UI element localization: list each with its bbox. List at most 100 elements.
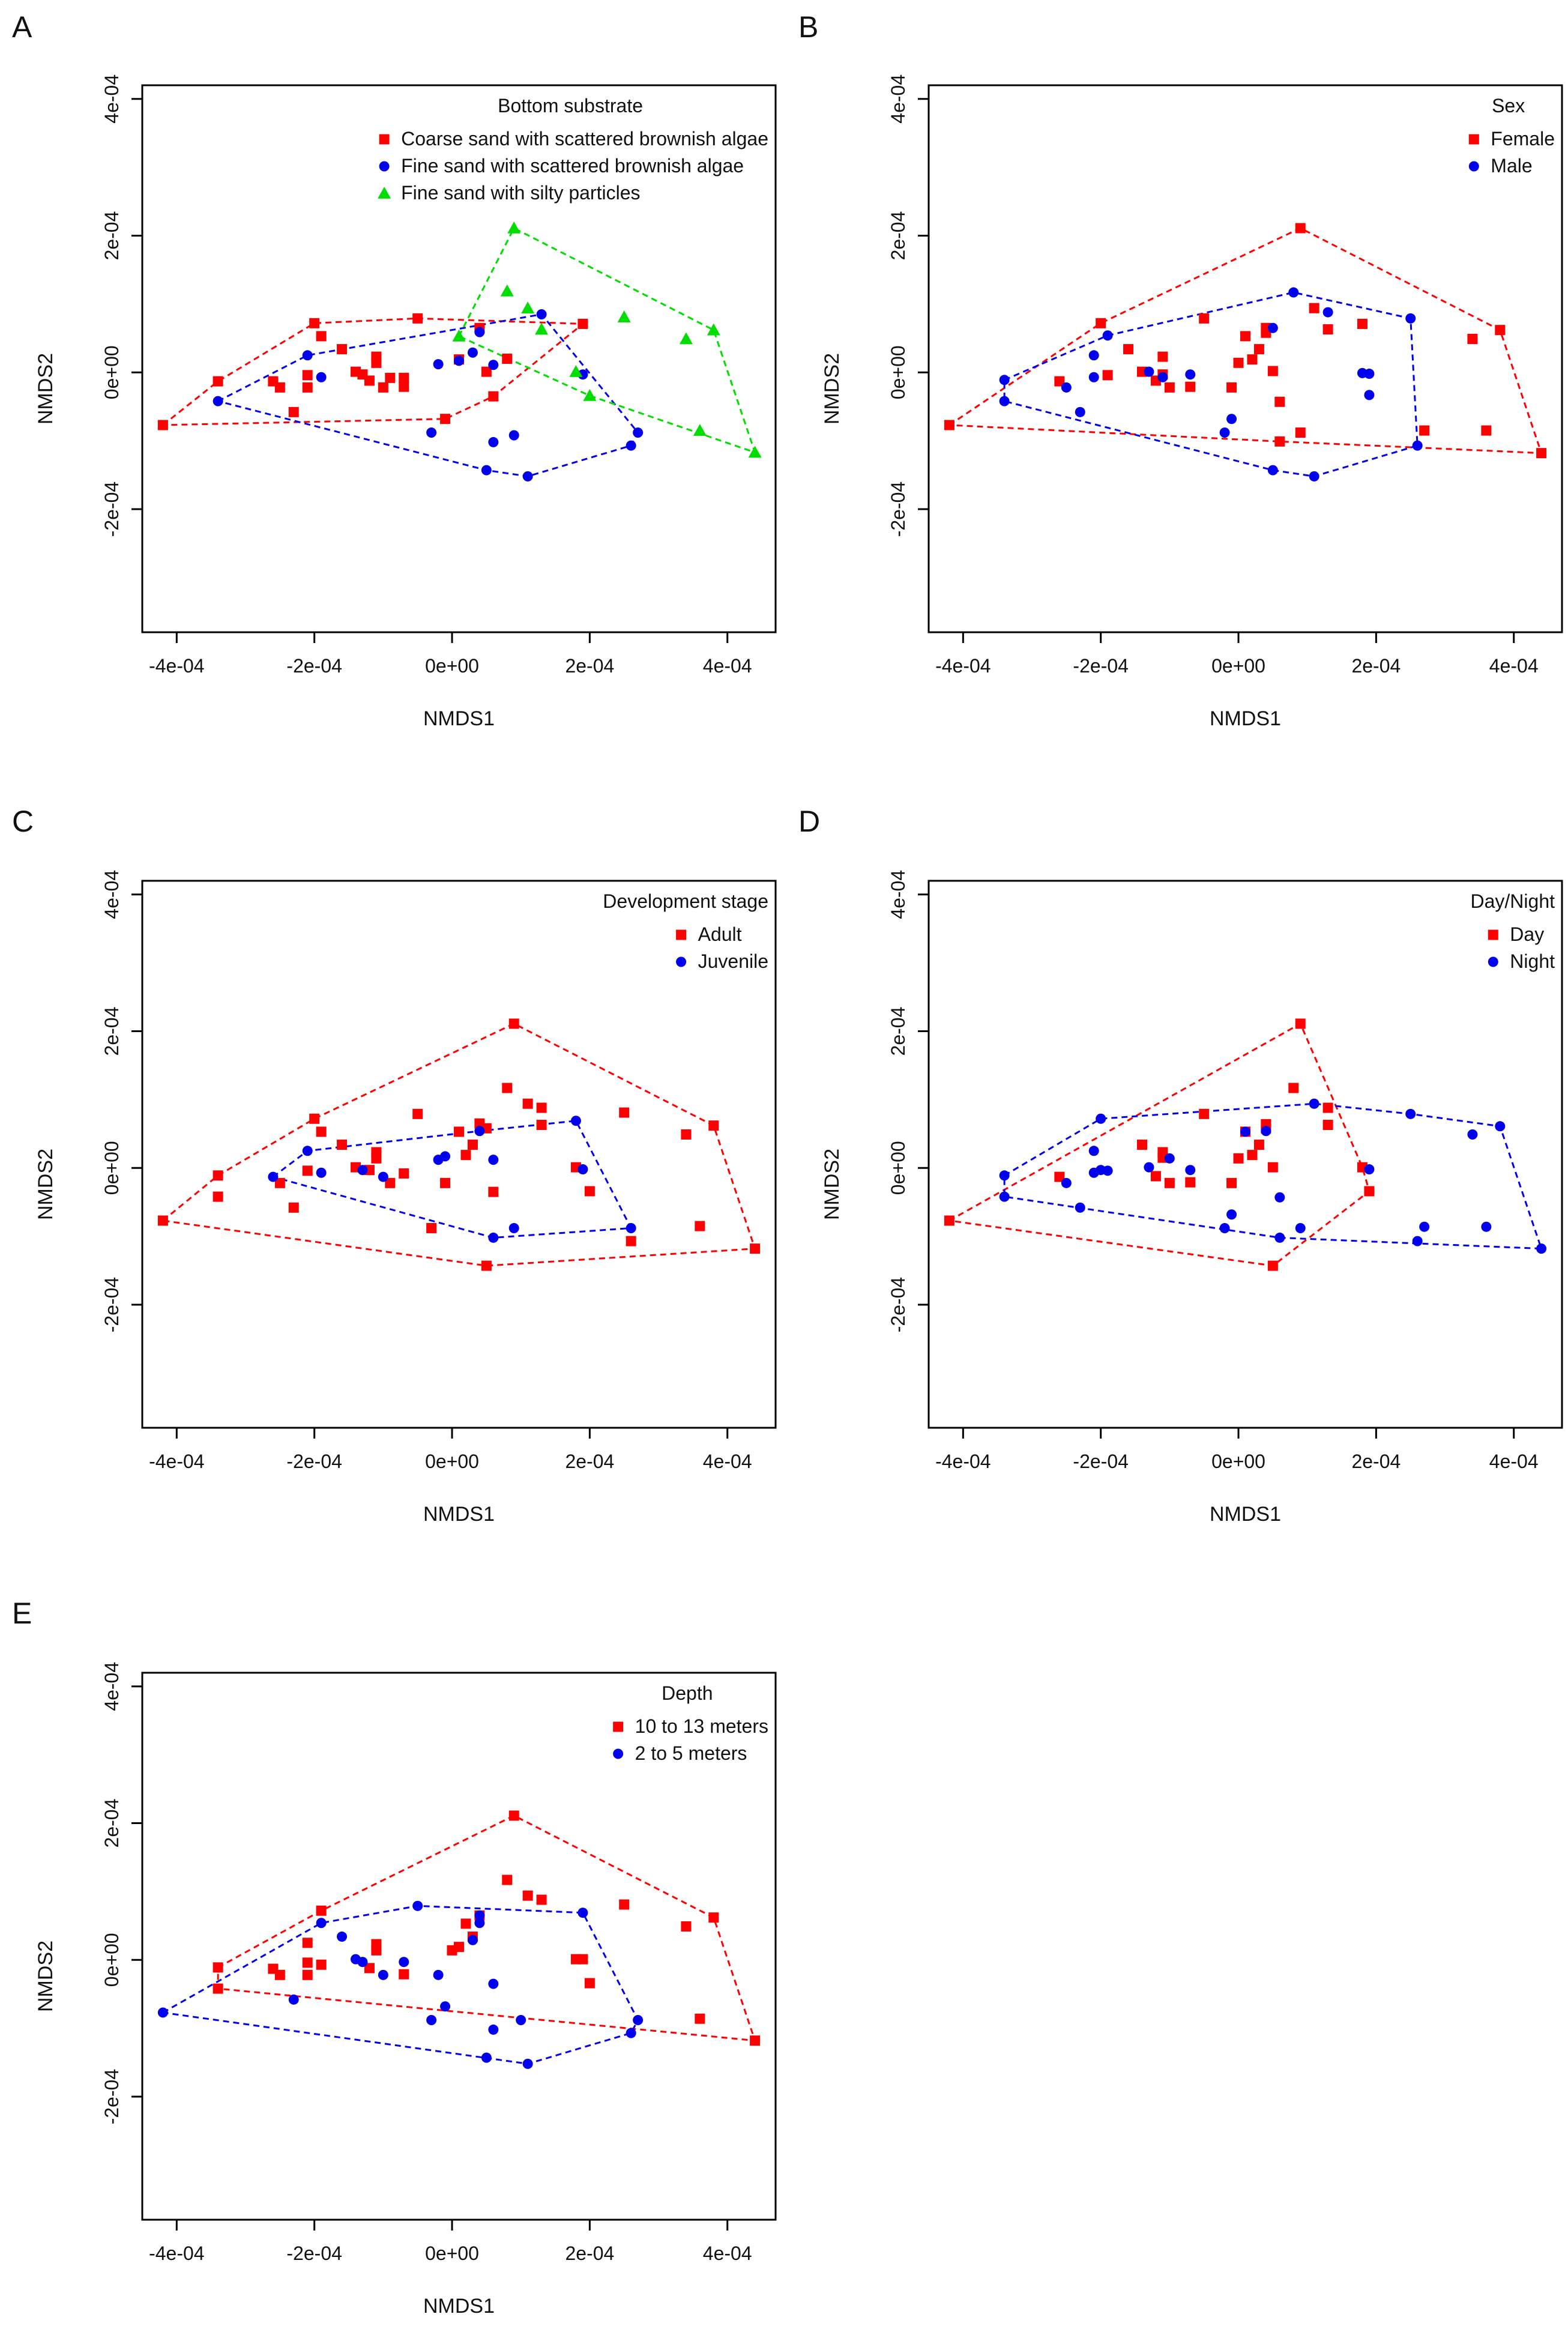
legend-marker [1488,956,1498,967]
data-point [1061,382,1072,393]
data-point [944,420,954,430]
data-point [1288,287,1299,298]
data-point [619,1899,630,1910]
x-tick-label: -2e-04 [286,655,342,677]
data-point [626,440,636,451]
data-point [999,1191,1010,1202]
data-point [316,372,327,382]
data-point [1240,1126,1250,1137]
data-point [1247,354,1258,365]
data-point [1295,1222,1306,1233]
x-axis-label: NMDS1 [423,1503,495,1526]
data-point [316,1918,327,1929]
data-point [999,375,1010,385]
series-1 [944,223,1547,459]
y-tick-label: 0e+00 [101,1141,122,1195]
data-point [1261,1126,1271,1137]
data-point [1185,381,1196,392]
data-point [502,1083,513,1093]
x-tick-label: 2e-04 [1351,655,1401,677]
data-point [1357,318,1367,329]
hull-1 [160,317,585,426]
y-tick-label: 4e-04 [887,870,909,919]
data-point [1185,1165,1196,1176]
data-point [1405,1108,1416,1119]
data-point [1274,1232,1285,1243]
series-2 [999,287,1423,482]
data-point [1199,1108,1210,1119]
data-point [681,1921,692,1932]
x-tick-label: -4e-04 [149,1451,205,1472]
data-point [316,1905,327,1916]
data-point [467,1935,478,1945]
x-tick-label: 2e-04 [565,655,614,677]
data-point [309,318,320,328]
legend-label: 2 to 5 meters [635,1742,747,1764]
data-point [337,344,348,355]
x-tick-label: -4e-04 [935,655,991,677]
data-point [1419,1221,1430,1232]
data-point [522,471,533,482]
x-tick-label: -2e-04 [286,1451,342,1472]
y-tick-label: 2e-04 [887,211,909,261]
data-point [1274,396,1285,407]
data-point [467,347,478,358]
data-point [1322,1120,1333,1131]
data-point [440,1177,451,1188]
panel-a: A -4e-04 -2e-04 0e+00 2e-04 4e-04 -2e-04 0e+00 2… [12,10,777,730]
y-axis-label: NMDS2 [34,353,57,424]
data-point [426,2014,437,2025]
data-point [577,369,588,380]
data-point [1075,1202,1085,1213]
x-tick-label: -2e-04 [1073,1451,1129,1472]
data-point [1247,1150,1258,1161]
data-point [695,2013,705,2024]
data-point [288,406,299,417]
data-point [500,284,514,297]
data-point [488,436,499,447]
data-point [1253,1140,1264,1150]
y-tick-label: 4e-04 [887,74,909,124]
data-point [507,221,521,234]
data-point [1185,369,1196,380]
y-tick-label: 2e-04 [101,1799,122,1848]
legend-marker [1488,929,1498,940]
data-point [1536,448,1547,459]
data-point [213,396,223,406]
data-point [626,1236,636,1246]
data-point [481,2052,492,2063]
data-point [522,1098,533,1109]
legend-label: Juvenile [698,950,768,972]
data-point [536,1894,547,1905]
y-axis-label: NMDS2 [34,1941,57,2012]
x-tick-label: 4e-04 [703,2243,752,2264]
data-point [570,1116,581,1126]
data-point [385,372,396,383]
data-point [522,2058,533,2069]
data-point [748,446,762,458]
x-tick-label: 2e-04 [1351,1451,1401,1472]
data-point [1412,1236,1423,1246]
data-point [626,1222,636,1233]
series-3 [452,221,762,458]
data-point [1144,366,1154,377]
data-point [316,1959,327,1970]
data-point [1364,369,1375,379]
data-point [708,1120,719,1131]
data-point [1288,1083,1299,1093]
y-tick-label: 2e-04 [887,1007,909,1056]
legend-title: Day/Night [1471,890,1555,912]
x-axis-label: NMDS1 [423,2295,495,2318]
data-point [1295,223,1306,234]
hull-2 [160,1905,639,2065]
data-point [1157,351,1168,362]
data-point [1144,1162,1154,1173]
data-point [1481,425,1492,436]
data-point [695,1221,705,1231]
y-tick-label: 2e-04 [101,1007,122,1056]
data-point [1267,322,1278,333]
data-point [1364,1164,1375,1175]
data-point [302,1969,313,1980]
legend-marker [676,956,687,967]
hull-2 [271,1120,633,1239]
